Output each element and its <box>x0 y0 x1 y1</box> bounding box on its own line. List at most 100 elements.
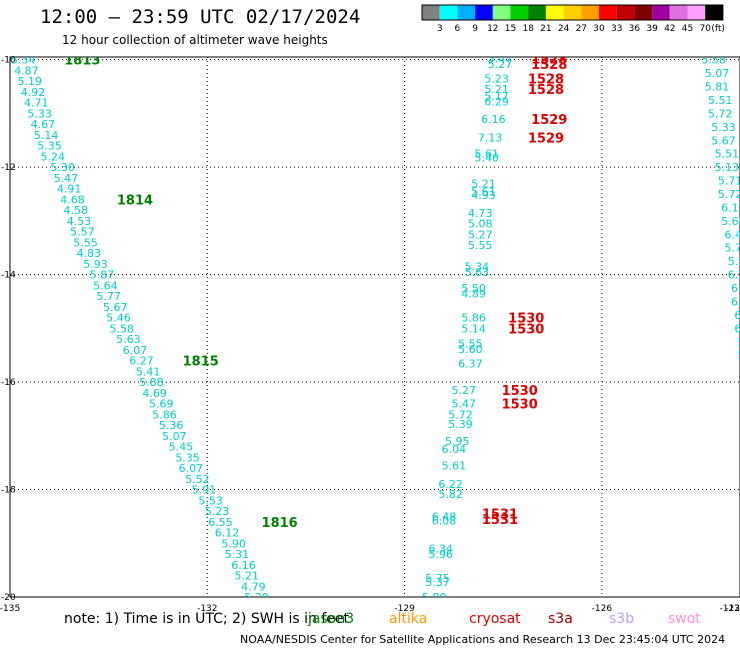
wave-height-value: 5.14 <box>34 129 59 142</box>
wave-height-value: 5.63 <box>116 333 141 346</box>
wave-height-value: 5.69 <box>721 215 740 228</box>
pass-time-label: 1531 <box>482 513 518 528</box>
wave-height-value: 5.98 <box>728 255 740 268</box>
wave-height-value: 5.36 <box>738 336 740 349</box>
lat-tick-label: -18 <box>1 486 16 496</box>
wave-height-value: 6.55 <box>208 516 233 529</box>
legend-label: 15 <box>505 24 516 34</box>
color-scale-legend: 3 6 9 12 15 18 21 24 27 30 33 36 39 42 45 70 (ft) <box>421 4 725 34</box>
pass-time-label: 1529 <box>531 113 567 128</box>
wave-height-value: 5.33 <box>711 121 736 134</box>
wave-height-value: 5.47 <box>488 53 513 66</box>
wave-height-value: 4.93 <box>471 189 496 202</box>
lon-tick-label: -12 <box>725 604 740 614</box>
map-frame <box>9 56 740 598</box>
wave-height-value: 5.29 <box>244 591 269 604</box>
legend-label: 70 <box>699 24 711 34</box>
wave-height-value: 5.63 <box>465 266 490 279</box>
wave-height-value: 5.91 <box>192 484 217 497</box>
lat-tick-label: -20 <box>1 593 16 603</box>
lat-tick-label: -14 <box>1 271 16 281</box>
wave-height-value: 5.75 <box>425 572 450 585</box>
wave-height-value: 4.87 <box>14 64 39 77</box>
legend-label: 45 <box>682 24 693 34</box>
wave-height-value: 5.35 <box>175 451 200 464</box>
wave-height-value: 5.42 <box>738 349 740 362</box>
wave-height-value: 6.04 <box>442 443 467 456</box>
pass-time-label: 1814 <box>117 193 153 208</box>
satellite-legend-s3b: s3b <box>609 611 635 627</box>
legend-swatch <box>563 5 582 20</box>
wave-height-value: 5.57 <box>70 226 95 239</box>
legend-label: 36 <box>629 24 641 34</box>
wave-height-value: 5.47 <box>54 172 79 185</box>
wave-height-value: 5.21 <box>471 177 496 190</box>
wave-height-value: 6.29 <box>484 96 509 109</box>
wave-height-value: 5.30 <box>50 161 75 174</box>
wave-height-value: 6.40 <box>724 228 740 241</box>
legend-label: 21 <box>540 24 551 34</box>
legend-label: 33 <box>611 24 622 34</box>
wave-height-value: 5.67 <box>711 134 736 147</box>
wave-height-value: 4.83 <box>77 247 102 260</box>
pass-time-label: 1529 <box>528 132 564 147</box>
legend-unit: (ft) <box>711 24 725 34</box>
legend-label: 9 <box>472 24 478 34</box>
wave-height-value: 6.24 <box>731 295 740 308</box>
wave-height-value: 6.12 <box>215 527 240 540</box>
legend-label: 18 <box>522 24 534 34</box>
wave-height-value: 5.81 <box>705 81 730 94</box>
wave-height-value: 5.82 <box>438 488 463 501</box>
legend-swatch <box>581 5 599 20</box>
wave-height-value: 6.27 <box>129 355 154 368</box>
wave-height-value: 6.44 <box>734 309 740 322</box>
legend-label: 24 <box>558 24 570 34</box>
lon-tick-label: -135 <box>0 604 20 614</box>
wave-height-value: 5.46 <box>106 312 131 325</box>
wave-height-value: 5.86 <box>152 408 177 421</box>
legend-swatch <box>422 5 440 20</box>
wave-height-value: 4.71 <box>24 97 49 110</box>
wave-height-value: 4.89 <box>461 287 486 300</box>
wave-height-value: 5.64 <box>93 279 118 292</box>
wave-height-value: 5.69 <box>149 398 174 411</box>
note-text: note: 1) Time is in UTC; 2) SWH is in fe… <box>64 611 350 627</box>
wave-height-value: 5.72 <box>448 408 473 421</box>
wave-height-value: 5.23 <box>205 505 230 518</box>
gridlines <box>10 57 740 597</box>
wave-height-value: 5.19 <box>17 75 42 88</box>
legend-label: 12 <box>487 24 498 34</box>
wave-height-value: 4.58 <box>64 204 89 217</box>
legend-swatch <box>687 5 706 20</box>
wave-height-value: 5.50 <box>461 282 486 295</box>
wave-height-value: 4.79 <box>241 580 266 593</box>
page-title: 12:00 — 23:59 UTC 02/17/2024 <box>40 6 361 28</box>
wave-height-value: 5.34 <box>11 54 36 67</box>
wave-height-value: 4.91 <box>57 183 82 196</box>
wave-height-value: 5.51 <box>708 94 733 107</box>
wave-height-value: 4.69 <box>142 387 167 400</box>
wave-height-value: 5.61 <box>475 148 500 161</box>
wave-height-value: 5.72 <box>718 188 740 201</box>
wave-height-value: 6.16 <box>481 113 506 126</box>
legend-swatch <box>492 5 511 20</box>
wave-height-value: 5.34 <box>465 261 490 274</box>
wave-height-value: 5.53 <box>198 494 223 507</box>
wave-height-value: 5.39 <box>448 418 473 431</box>
wave-height-value: 5.36 <box>159 419 184 432</box>
legend-label: 30 <box>593 24 605 34</box>
wave-height-value: 5.41 <box>136 365 161 378</box>
legend-swatch <box>510 5 529 20</box>
page-subtitle: 12 hour collection of altimeter wave hei… <box>62 33 328 47</box>
wave-height-value: 6.34 <box>429 543 454 556</box>
wave-height-value: 5.58 <box>110 322 135 335</box>
wave-height-value: 5.71 <box>718 175 740 188</box>
pass-time-label: 1528 <box>528 83 564 98</box>
wave-height-value: 4.92 <box>21 86 46 99</box>
lon-tick-label: -126 <box>592 604 613 614</box>
legend-swatch <box>599 5 617 20</box>
pass-time-label: 1530 <box>502 384 538 399</box>
legend-swatch <box>616 5 635 20</box>
wave-height-value: 6.16 <box>231 559 256 572</box>
